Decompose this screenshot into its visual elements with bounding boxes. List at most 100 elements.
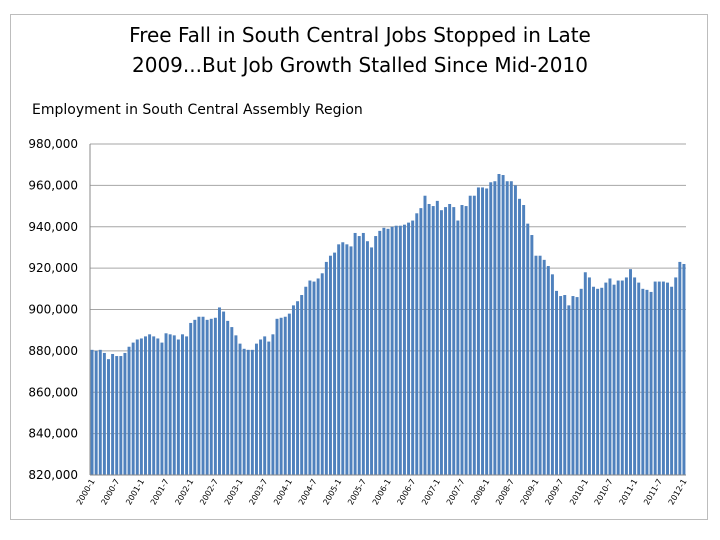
bar [522,205,526,475]
y-tick-label: 860,000 [28,385,78,399]
y-tick-labels: 820,000 840,000 860,000 880,000 900,000 920,0… [28,137,78,482]
bar [345,244,349,475]
bar [550,274,554,475]
bar [493,181,497,476]
bar [230,327,234,475]
bar [624,277,628,475]
bar [283,316,287,475]
bar [439,210,443,475]
bar [107,359,110,475]
y-tick-label: 960,000 [28,178,78,192]
chart-title-line-2: 2009...But Job Growth Stalled Since Mid-… [132,53,588,77]
bar [353,232,357,475]
axes [89,144,686,476]
x-tick-label: 2001-1 [124,478,146,507]
bar [481,187,485,475]
bar [271,334,275,475]
bar [600,287,604,475]
bar [431,206,435,475]
bar [411,220,415,475]
bar [144,336,147,475]
x-tick-label: 2001-7 [149,478,171,507]
bar [328,255,332,475]
bar [682,263,686,475]
x-tick-label: 2004-1 [272,478,294,507]
bar [538,255,542,475]
bar [226,320,230,475]
bar [250,349,254,475]
bar [287,313,291,475]
bar [559,296,563,475]
bar [386,228,390,475]
bar [279,317,283,475]
bar [571,296,575,475]
bar [111,353,115,475]
bar [185,336,189,475]
bar [304,286,308,475]
x-tick-label: 2008-7 [494,478,516,507]
bar [176,339,180,475]
bar [341,242,345,475]
bar [291,305,295,475]
bar [612,284,616,475]
bar [337,244,341,475]
x-tick-label: 2011-1 [617,478,639,507]
bar [238,343,242,475]
bar [530,235,534,475]
bar [168,334,172,475]
bar [378,230,382,475]
bar [189,322,193,475]
bar [333,252,337,475]
bar [489,182,493,475]
bar [456,220,460,475]
x-tick-label: 2004-7 [297,478,319,507]
x-tick-label: 2006-1 [371,478,393,507]
bar [645,289,649,475]
bar [542,259,546,475]
bar [172,335,176,475]
bar [246,349,250,475]
bar [365,241,369,475]
bar [193,319,197,475]
bar [579,288,583,475]
bar [526,223,530,475]
bar [209,318,213,475]
bar [423,195,427,475]
x-tick-label: 2007-7 [445,478,467,507]
bar [657,281,661,475]
bar [616,280,620,475]
bar [222,311,226,475]
bar [139,338,143,475]
bar [102,352,106,475]
bar [509,181,513,476]
bar [160,342,164,475]
bar [555,290,559,475]
bar [452,207,456,476]
bar [394,225,398,475]
x-tick-label: 2000-1 [75,478,97,507]
bar [296,301,300,475]
x-tick-label: 2009-7 [543,478,565,507]
bar [349,246,353,475]
bar [427,203,431,475]
y-tick-label: 920,000 [28,261,78,275]
bar [131,342,135,475]
bar [374,236,378,475]
bar [649,291,653,475]
bar [653,281,657,475]
bar [123,352,127,475]
bar [563,295,567,475]
bar [637,282,641,475]
bar [468,195,472,475]
bar [608,278,612,475]
x-tick-labels: 2000-1 2000-7 2001-1 2001-7 2002-1 2002-7 2003… [75,478,689,507]
bar [567,305,571,475]
x-tick-label: 2009-1 [519,478,541,507]
bars [90,173,686,476]
x-tick-label: 2007-1 [420,478,442,507]
bar [205,319,209,475]
chart-title-line-1: Free Fall in South Central Jobs Stopped … [129,23,591,47]
bar [592,286,595,475]
bar [472,195,476,475]
bar [448,203,452,475]
